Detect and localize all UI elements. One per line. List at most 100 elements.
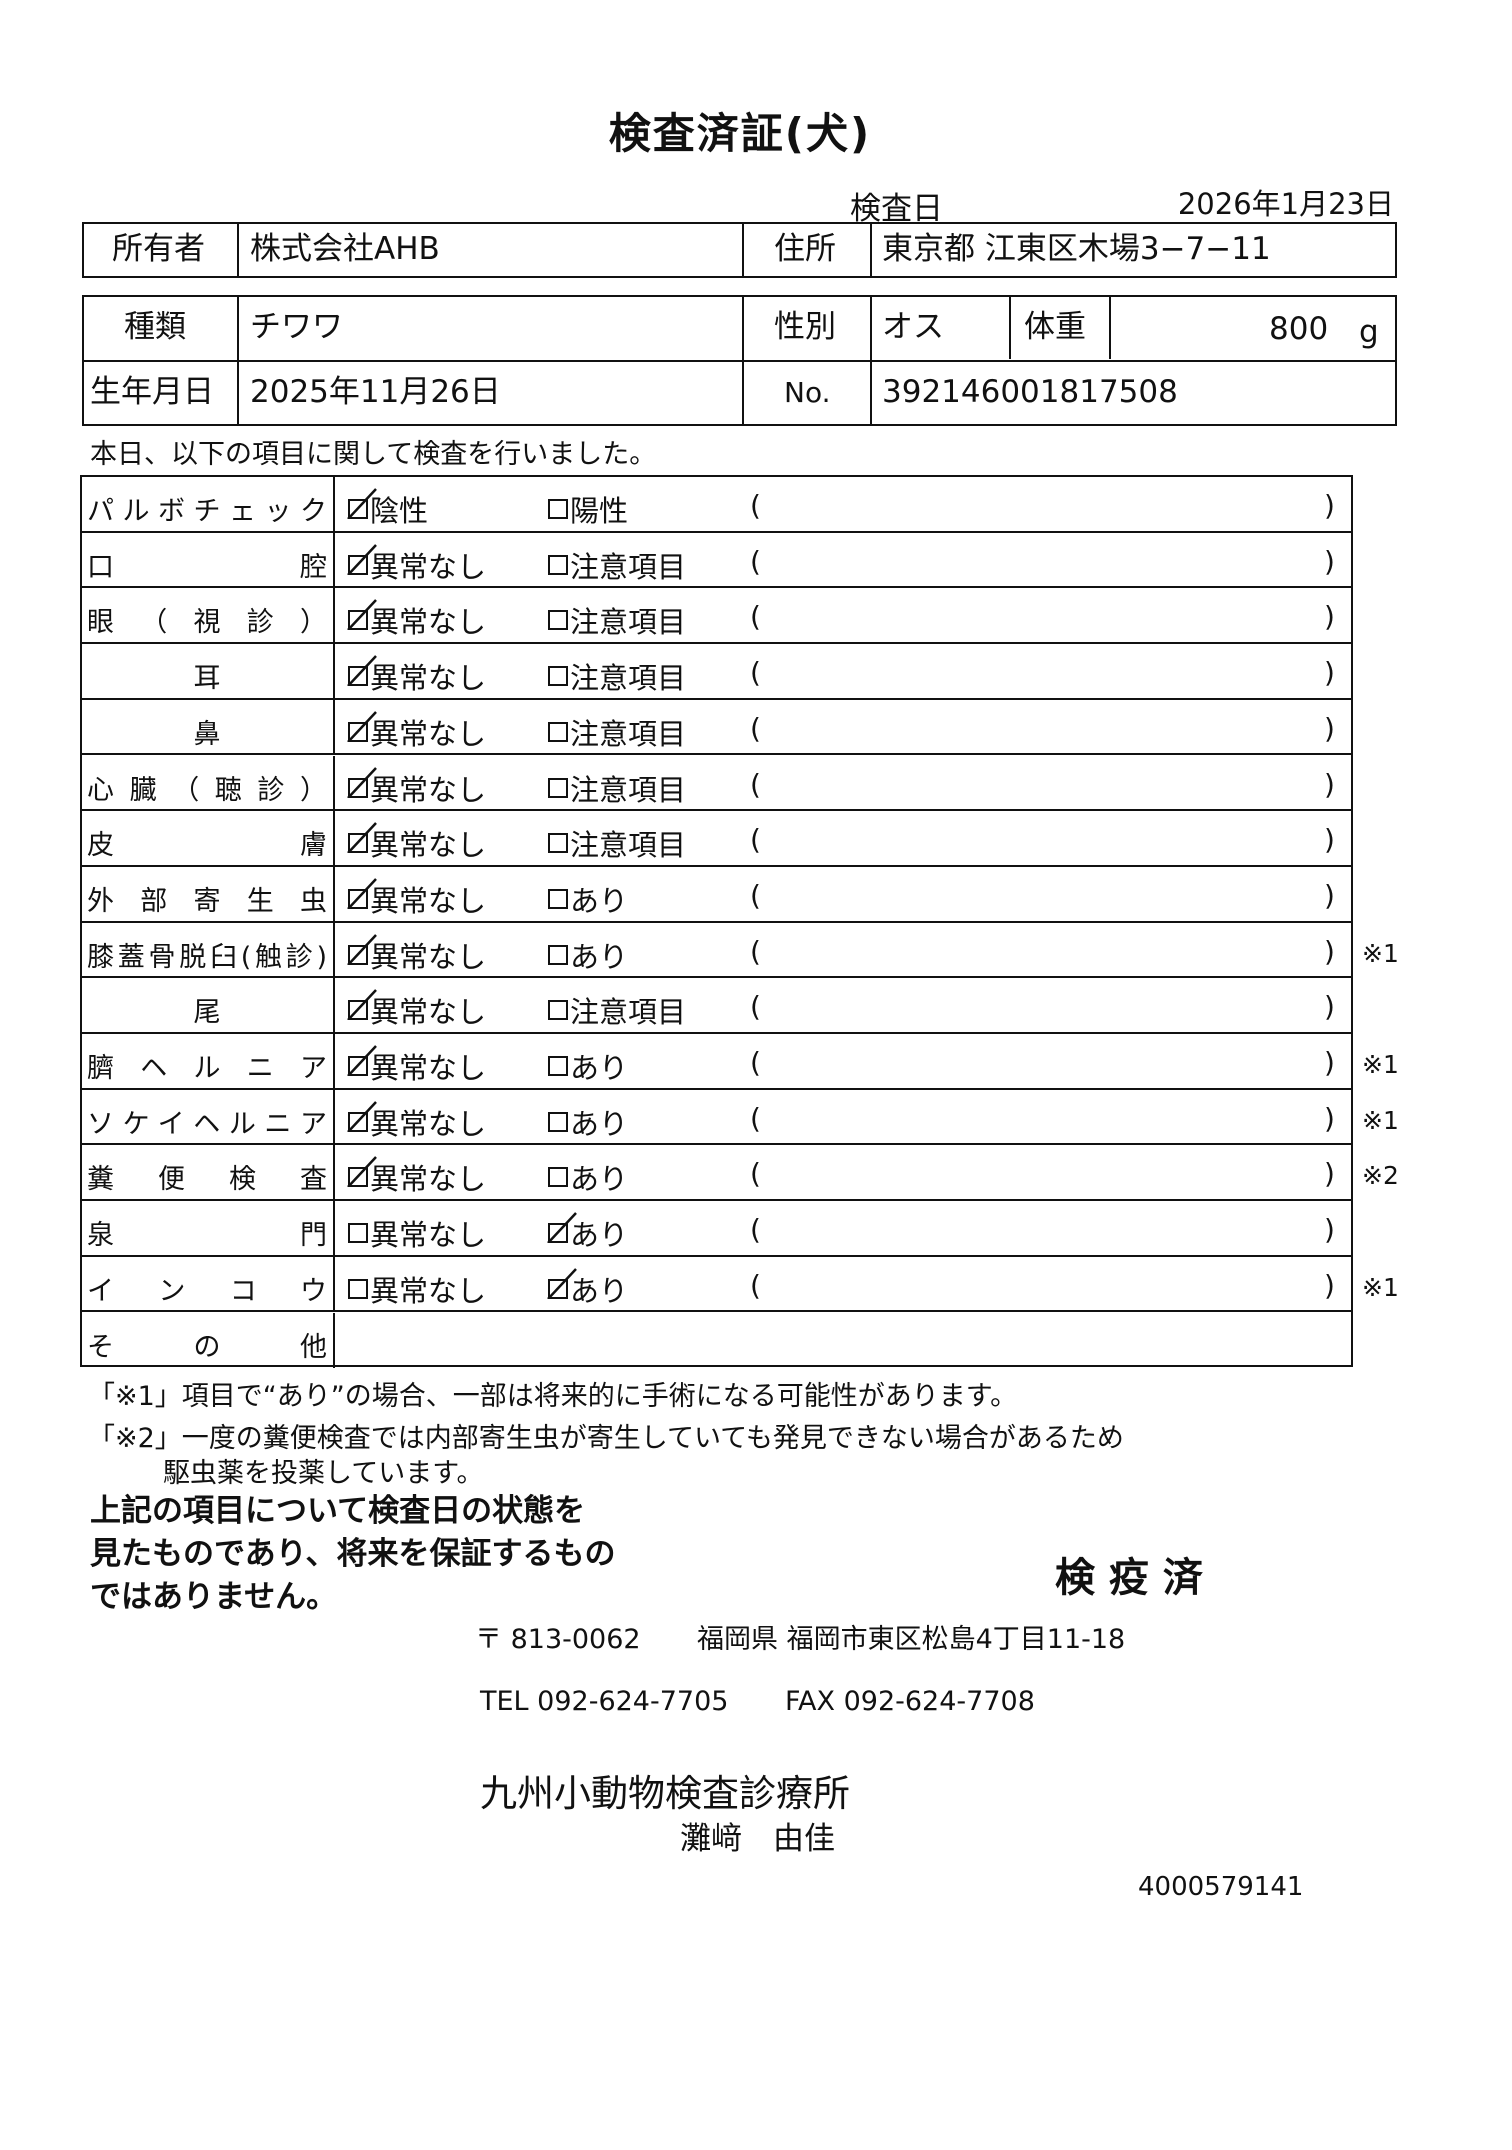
paren-close: ) bbox=[1324, 934, 1335, 968]
option-1[interactable]: 異常なし bbox=[348, 1212, 486, 1254]
option-1[interactable]: 異常なし bbox=[347, 878, 487, 920]
page-title: 検査済証(犬) bbox=[608, 109, 872, 158]
option-2[interactable]: あり bbox=[547, 1212, 629, 1254]
checkbox[interactable] bbox=[347, 878, 377, 909]
option-1-label: 陰性 bbox=[370, 494, 429, 528]
checkbox[interactable] bbox=[548, 610, 568, 631]
option-2[interactable]: 陽性 bbox=[548, 488, 628, 530]
option-2-label: 注意項目 bbox=[570, 995, 687, 1030]
disclaimer-line-1: 上記の項目について検査日の状態を bbox=[90, 1493, 586, 1529]
option-1-label: 異常なし bbox=[370, 883, 487, 918]
checkbox[interactable] bbox=[548, 777, 568, 798]
checkbox[interactable] bbox=[347, 543, 377, 575]
check-mark-icon bbox=[347, 933, 377, 965]
option-2-label: あり bbox=[570, 1106, 629, 1141]
checkbox[interactable] bbox=[547, 1212, 577, 1244]
checkbox[interactable] bbox=[548, 499, 568, 519]
option-2[interactable]: 注意項目 bbox=[548, 767, 686, 809]
option-2[interactable]: あり bbox=[548, 1045, 628, 1087]
option-1[interactable]: 異常なし bbox=[347, 1100, 486, 1143]
option-2-label: 注意項目 bbox=[570, 716, 687, 751]
checkbox[interactable] bbox=[548, 1111, 568, 1132]
checkbox[interactable] bbox=[548, 554, 568, 575]
option-1[interactable]: 異常なし bbox=[347, 933, 486, 976]
no-value: 392146001817508 bbox=[882, 374, 1178, 410]
clinic-postal: 〒 813-0062 bbox=[475, 1624, 641, 1655]
paren-open: ( bbox=[750, 1101, 761, 1135]
checkbox[interactable] bbox=[548, 1000, 568, 1021]
option-2-label: あり bbox=[570, 939, 629, 974]
option-2-label: 注意項目 bbox=[570, 549, 687, 584]
option-2[interactable]: あり bbox=[548, 878, 628, 920]
breed-label: 種類 bbox=[124, 309, 186, 345]
option-2[interactable]: あり bbox=[548, 1156, 628, 1198]
option-1[interactable]: 異常なし bbox=[347, 599, 486, 641]
check-mark-icon bbox=[347, 1100, 377, 1132]
checkbox[interactable] bbox=[347, 1156, 377, 1188]
paren-close: ) bbox=[1324, 1157, 1335, 1191]
option-2[interactable]: あり bbox=[547, 1267, 628, 1310]
option-1[interactable]: 異常なし bbox=[347, 1045, 486, 1087]
option-2[interactable]: 注意項目 bbox=[548, 544, 686, 586]
paren-open: ( bbox=[750, 767, 761, 801]
option-1[interactable]: 異常なし bbox=[347, 1156, 486, 1198]
checkbox[interactable] bbox=[548, 721, 568, 742]
option-1-label: 異常なし bbox=[370, 661, 487, 696]
weight-unit: g bbox=[1359, 314, 1379, 350]
option-2[interactable]: 注意項目 bbox=[548, 711, 686, 753]
checkbox[interactable] bbox=[548, 666, 568, 687]
exam-row: 泉 門 異常なし あり () bbox=[82, 1201, 1351, 1257]
checkbox[interactable] bbox=[347, 710, 377, 742]
checkbox[interactable] bbox=[348, 1223, 368, 1244]
exam-row: 耳 異常なし 注意項目 () bbox=[82, 644, 1351, 700]
option-2[interactable]: 注意項目 bbox=[548, 599, 686, 641]
checkbox[interactable] bbox=[347, 822, 377, 854]
option-2[interactable]: あり bbox=[548, 1101, 628, 1143]
option-1[interactable]: 異常なし bbox=[347, 766, 487, 809]
birth-value: 2025年11月26日 bbox=[250, 374, 501, 410]
option-1[interactable]: 異常なし bbox=[348, 1268, 486, 1310]
checkbox[interactable] bbox=[347, 989, 377, 1021]
paren-close: ) bbox=[1324, 1046, 1335, 1079]
checkbox[interactable] bbox=[347, 488, 377, 519]
exam-row: 鼻 異常なし 注意項目 () bbox=[82, 699, 1351, 756]
checkbox[interactable] bbox=[347, 1045, 377, 1076]
checkbox[interactable] bbox=[347, 933, 377, 965]
checkbox[interactable] bbox=[347, 1100, 377, 1132]
checkbox[interactable] bbox=[548, 1167, 568, 1188]
exam-row: 膝蓋骨脱臼(触診) 異常なし あり () ※1 bbox=[82, 922, 1399, 979]
option-2[interactable]: 注意項目 bbox=[548, 655, 686, 697]
check-mark-icon bbox=[347, 543, 377, 575]
animal-table: 種類 チワワ 性別 オス 体重 800 g 生年月日 2025年11月26日 N… bbox=[82, 295, 1397, 426]
option-2[interactable]: あり bbox=[548, 934, 628, 976]
option-1[interactable]: 異常なし bbox=[347, 655, 487, 697]
breed-value: チワワ bbox=[250, 309, 343, 345]
option-2[interactable]: 注意項目 bbox=[548, 989, 686, 1031]
checkbox[interactable] bbox=[548, 944, 568, 965]
option-1[interactable]: 異常なし bbox=[347, 989, 486, 1031]
check-mark-icon bbox=[347, 989, 377, 1021]
checkbox[interactable] bbox=[348, 1278, 368, 1299]
checkbox[interactable] bbox=[347, 599, 377, 631]
checkbox[interactable] bbox=[548, 1056, 568, 1076]
paren-open: ( bbox=[750, 1046, 761, 1079]
option-1-label: 異常なし bbox=[370, 716, 487, 751]
option-2-label: あり bbox=[570, 1218, 629, 1253]
checkbox[interactable] bbox=[547, 1267, 577, 1299]
option-2[interactable]: 注意項目 bbox=[548, 822, 686, 864]
exam-item-label: 耳 bbox=[193, 663, 221, 695]
checkbox[interactable] bbox=[347, 655, 377, 687]
option-1-label: 異常なし bbox=[370, 772, 487, 807]
option-1[interactable]: 陰性 bbox=[347, 488, 429, 530]
sex-value: オス bbox=[882, 309, 944, 345]
exam-item-label: 外部寄生虫 bbox=[87, 885, 327, 917]
option-1[interactable]: 異常なし bbox=[347, 822, 486, 864]
checkbox[interactable] bbox=[548, 888, 568, 909]
option-1[interactable]: 異常なし bbox=[347, 543, 486, 586]
checkbox[interactable] bbox=[347, 766, 377, 798]
exam-table: パルボチェック 陰性 陽性() 口 腔異常なし 注意項目() 眼（視診） 異常なし 注意項目(… bbox=[80, 475, 1399, 1369]
paren-close: ) bbox=[1324, 600, 1335, 634]
checkbox[interactable] bbox=[548, 833, 568, 854]
paren-open: ( bbox=[750, 489, 761, 522]
option-1[interactable]: 異常なし bbox=[347, 710, 487, 753]
